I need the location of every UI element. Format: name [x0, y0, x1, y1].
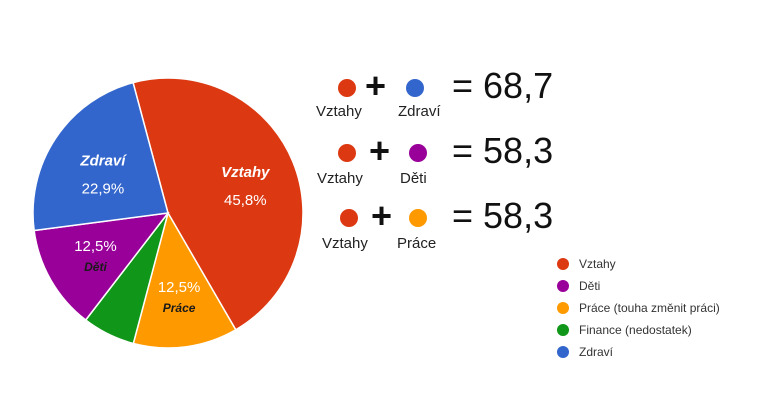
eq-dot-a [338, 144, 356, 162]
eq-result: = 58,3 [452, 195, 554, 236]
eq-result: = 58,3 [452, 130, 554, 171]
pie-slice-zdraví [32, 81, 169, 232]
slice-value-vztahy: 45,8% [224, 192, 267, 209]
legend-swatch [557, 258, 569, 270]
pie-slice-děti [33, 212, 170, 322]
equation-vztahy-prace: + Vztahy Práce = 58,3 [312, 195, 612, 258]
eq-result: = 68,7 [452, 65, 554, 106]
slice-value-zdraví: 22,9% [82, 180, 125, 197]
eq-label-b: Děti [400, 170, 427, 187]
eq-label-a: Vztahy [317, 170, 363, 187]
equation-vztahy-zdravi: + Vztahy Zdraví = 68,7 [312, 65, 612, 128]
slice-label-vztahy: Vztahy [221, 164, 270, 181]
eq-dot-a [340, 209, 358, 227]
legend-swatch [557, 280, 569, 292]
pie-chart: Vztahy 45,8% Práce 12,5% Děti 12,5% Zdraví 22,9… [32, 77, 304, 349]
legend-label: Práce (touha změnit práci) [579, 301, 720, 315]
eq-label-b: Práce [397, 235, 437, 252]
eq-dot-b [409, 144, 427, 162]
legend-label: Zdraví [579, 345, 614, 359]
pie-slice-vztahy [132, 77, 304, 331]
legend-label: Finance (nedostatek) [579, 323, 692, 337]
plus-sign: + [369, 130, 391, 171]
plus-sign: + [371, 195, 393, 236]
eq-label-a: Vztahy [316, 103, 362, 120]
legend-label: Vztahy [579, 257, 616, 271]
legend-label: Děti [579, 279, 601, 293]
slice-value-práce: 12,5% [158, 279, 201, 296]
plus-sign: + [365, 65, 387, 106]
eq-label-b: Zdraví [398, 103, 441, 120]
slice-label-práce: Práce [163, 301, 196, 315]
equation-vztahy-deti: + Vztahy Děti = 58,3 [312, 130, 612, 193]
eq-label-a: Vztahy [322, 235, 368, 252]
legend-swatch [557, 324, 569, 336]
legend-swatch [557, 302, 569, 314]
eq-dot-b [409, 209, 427, 227]
slice-label-děti: Děti [84, 260, 107, 274]
slice-label-zdraví: Zdraví [79, 152, 127, 169]
pie-slice-práce [132, 211, 237, 349]
legend-swatch [557, 346, 569, 358]
eq-dot-a [338, 79, 356, 97]
eq-dot-b [406, 79, 424, 97]
slice-value-děti: 12,5% [74, 238, 117, 255]
